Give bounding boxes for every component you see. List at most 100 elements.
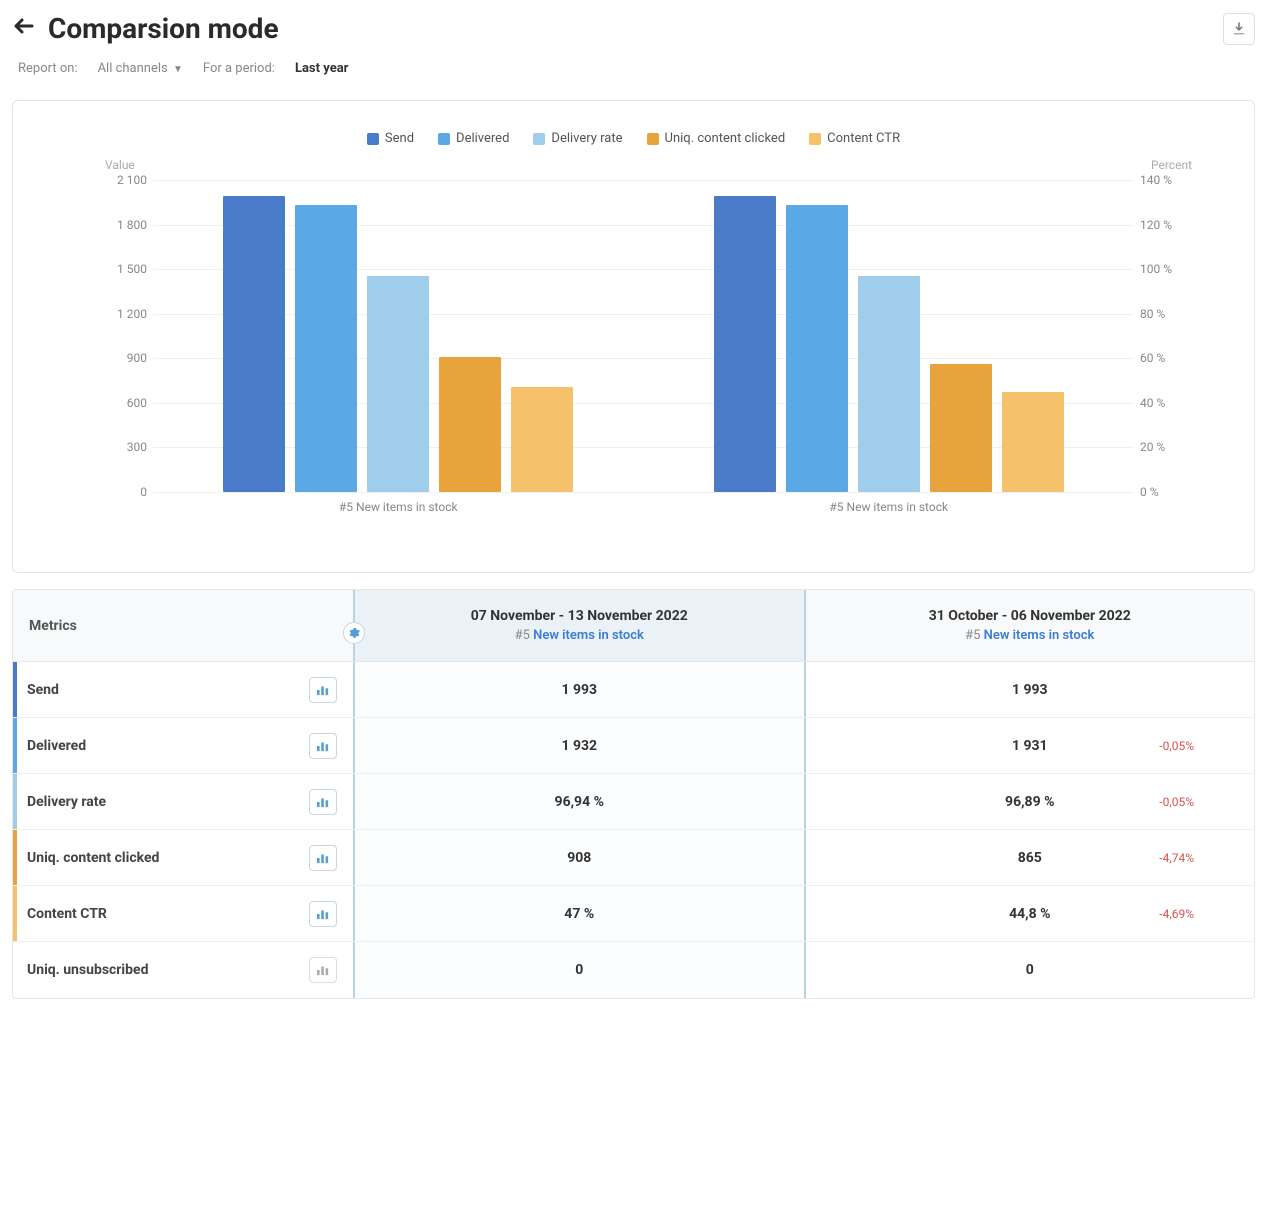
chart-bar[interactable] xyxy=(786,205,848,492)
metric-label: Send xyxy=(27,682,59,698)
period-date: 07 November - 13 November 2022 xyxy=(371,608,788,624)
legend-swatch xyxy=(533,133,545,145)
chart-bar[interactable] xyxy=(439,357,501,492)
period-campaign: #5 New items in stock xyxy=(371,628,788,643)
legend-swatch xyxy=(367,133,379,145)
y-tick-right: 140 % xyxy=(1140,173,1188,187)
toggle-chart-button[interactable] xyxy=(309,901,337,927)
metric-cell: Uniq. unsubscribed xyxy=(13,942,353,998)
chart-bar[interactable] xyxy=(714,196,776,492)
table-row: Send 1 9931 993 xyxy=(13,662,1254,718)
legend-item[interactable]: Delivery rate xyxy=(533,131,622,146)
metric-value: 865 xyxy=(1018,850,1042,866)
toggle-chart-button[interactable] xyxy=(309,677,337,703)
y-tick-left: 1 500 xyxy=(103,262,147,276)
chart-bar[interactable] xyxy=(295,205,357,492)
value-cell: 0 xyxy=(806,942,1255,998)
campaign-link[interactable]: New items in stock xyxy=(984,628,1095,643)
legend-swatch xyxy=(647,133,659,145)
legend-label: Content CTR xyxy=(827,131,900,146)
metrics-table: Metrics 07 November - 13 November 2022 #… xyxy=(12,589,1255,999)
metric-label: Delivered xyxy=(27,738,86,754)
metric-value: 96,94 % xyxy=(555,794,604,810)
y-tick-right: 100 % xyxy=(1140,262,1188,276)
y-tick-right: 40 % xyxy=(1140,396,1188,410)
metric-value: 96,89 % xyxy=(1005,794,1054,810)
bars-container xyxy=(153,180,1134,492)
legend-item[interactable]: Content CTR xyxy=(809,131,900,146)
toggle-chart-button[interactable] xyxy=(309,789,337,815)
chart-bar[interactable] xyxy=(367,276,429,492)
legend-item[interactable]: Send xyxy=(367,131,414,146)
download-button[interactable] xyxy=(1223,13,1255,45)
table-row: Uniq. content clicked 908 865 -4,74% xyxy=(13,830,1254,886)
legend-label: Delivery rate xyxy=(551,131,622,146)
metric-value: 1 993 xyxy=(561,682,597,698)
chart-bar[interactable] xyxy=(1002,392,1064,492)
x-axis-label: #5 New items in stock xyxy=(644,500,1135,514)
report-on-label: Report on: xyxy=(18,61,78,76)
metric-delta: -4,74% xyxy=(1159,851,1194,865)
toggle-chart-button[interactable] xyxy=(309,957,337,983)
table-row: Delivered 1 9321 931-0,05% xyxy=(13,718,1254,774)
table-row: Content CTR 47 % 44,8 %-4,69% xyxy=(13,886,1254,942)
metric-cell: Send xyxy=(13,662,353,717)
period-selector[interactable]: Last year xyxy=(295,61,349,76)
toggle-chart-button[interactable] xyxy=(309,845,337,871)
metric-label: Uniq. content clicked xyxy=(27,850,159,866)
metric-cell: Delivery rate xyxy=(13,774,353,829)
metric-delta: -0,05% xyxy=(1159,795,1194,809)
metric-cell: Uniq. content clicked xyxy=(13,830,353,885)
value-cell: 47 % xyxy=(353,886,806,941)
y-tick-left: 2 100 xyxy=(103,173,147,187)
settings-gear-button[interactable] xyxy=(343,622,365,644)
period-date: 31 October - 06 November 2022 xyxy=(822,608,1239,624)
x-axis-label: #5 New items in stock xyxy=(153,500,644,514)
page-title: Comparsion mode xyxy=(48,12,279,45)
y-tick-left: 1 200 xyxy=(103,307,147,321)
chart-bar[interactable] xyxy=(511,387,573,492)
metric-value: 0 xyxy=(575,962,583,978)
value-cell: 0 xyxy=(353,942,806,998)
legend-label: Send xyxy=(385,131,414,146)
metric-delta: -0,05% xyxy=(1159,739,1194,753)
period-campaign: #5 New items in stock xyxy=(822,628,1239,643)
metrics-column-header: Metrics xyxy=(13,590,353,661)
channel-selector[interactable]: All channels ▼ xyxy=(98,61,183,76)
metric-cell: Content CTR xyxy=(13,886,353,941)
back-arrow[interactable] xyxy=(12,14,36,43)
y-tick-right: 0 % xyxy=(1140,485,1188,499)
table-row: Uniq. unsubscribed 0 0 xyxy=(13,942,1254,998)
table-row: Delivery rate 96,94 % 96,89 % -0,05% xyxy=(13,774,1254,830)
period-label: For a period: xyxy=(203,61,275,76)
campaign-link[interactable]: New items in stock xyxy=(533,628,644,643)
y-tick-left: 0 xyxy=(103,485,147,499)
legend-label: Delivered xyxy=(456,131,509,146)
y-tick-left: 300 xyxy=(103,440,147,454)
value-cell: 908 xyxy=(353,830,806,885)
chart-bar[interactable] xyxy=(930,364,992,493)
metric-value: 1 931 xyxy=(1012,738,1048,754)
legend-label: Uniq. content clicked xyxy=(665,131,786,146)
metric-label: Delivery rate xyxy=(27,794,106,810)
y-tick-right: 120 % xyxy=(1140,218,1188,232)
y-axis-right-label: Percent xyxy=(1151,158,1192,172)
metric-delta: -4,69% xyxy=(1159,907,1194,921)
legend-swatch xyxy=(809,133,821,145)
chart-bar[interactable] xyxy=(858,276,920,492)
legend-item[interactable]: Uniq. content clicked xyxy=(647,131,786,146)
y-tick-left: 600 xyxy=(103,396,147,410)
period-header[interactable]: 31 October - 06 November 2022 #5 New ite… xyxy=(806,590,1255,661)
chart-legend: Send Delivered Delivery rate Uniq. content … xyxy=(33,131,1234,146)
toggle-chart-button[interactable] xyxy=(309,733,337,759)
legend-item[interactable]: Delivered xyxy=(438,131,509,146)
metric-label: Content CTR xyxy=(27,906,107,922)
value-cell: 865 -4,74% xyxy=(806,830,1255,885)
bar-group xyxy=(153,180,644,492)
metric-value: 47 % xyxy=(564,906,594,922)
period-header[interactable]: 07 November - 13 November 2022 #5 New it… xyxy=(353,590,806,661)
chart-bar[interactable] xyxy=(223,196,285,492)
y-tick-right: 20 % xyxy=(1140,440,1188,454)
grid-line xyxy=(153,492,1134,493)
value-cell: 44,8 %-4,69% xyxy=(806,886,1255,941)
